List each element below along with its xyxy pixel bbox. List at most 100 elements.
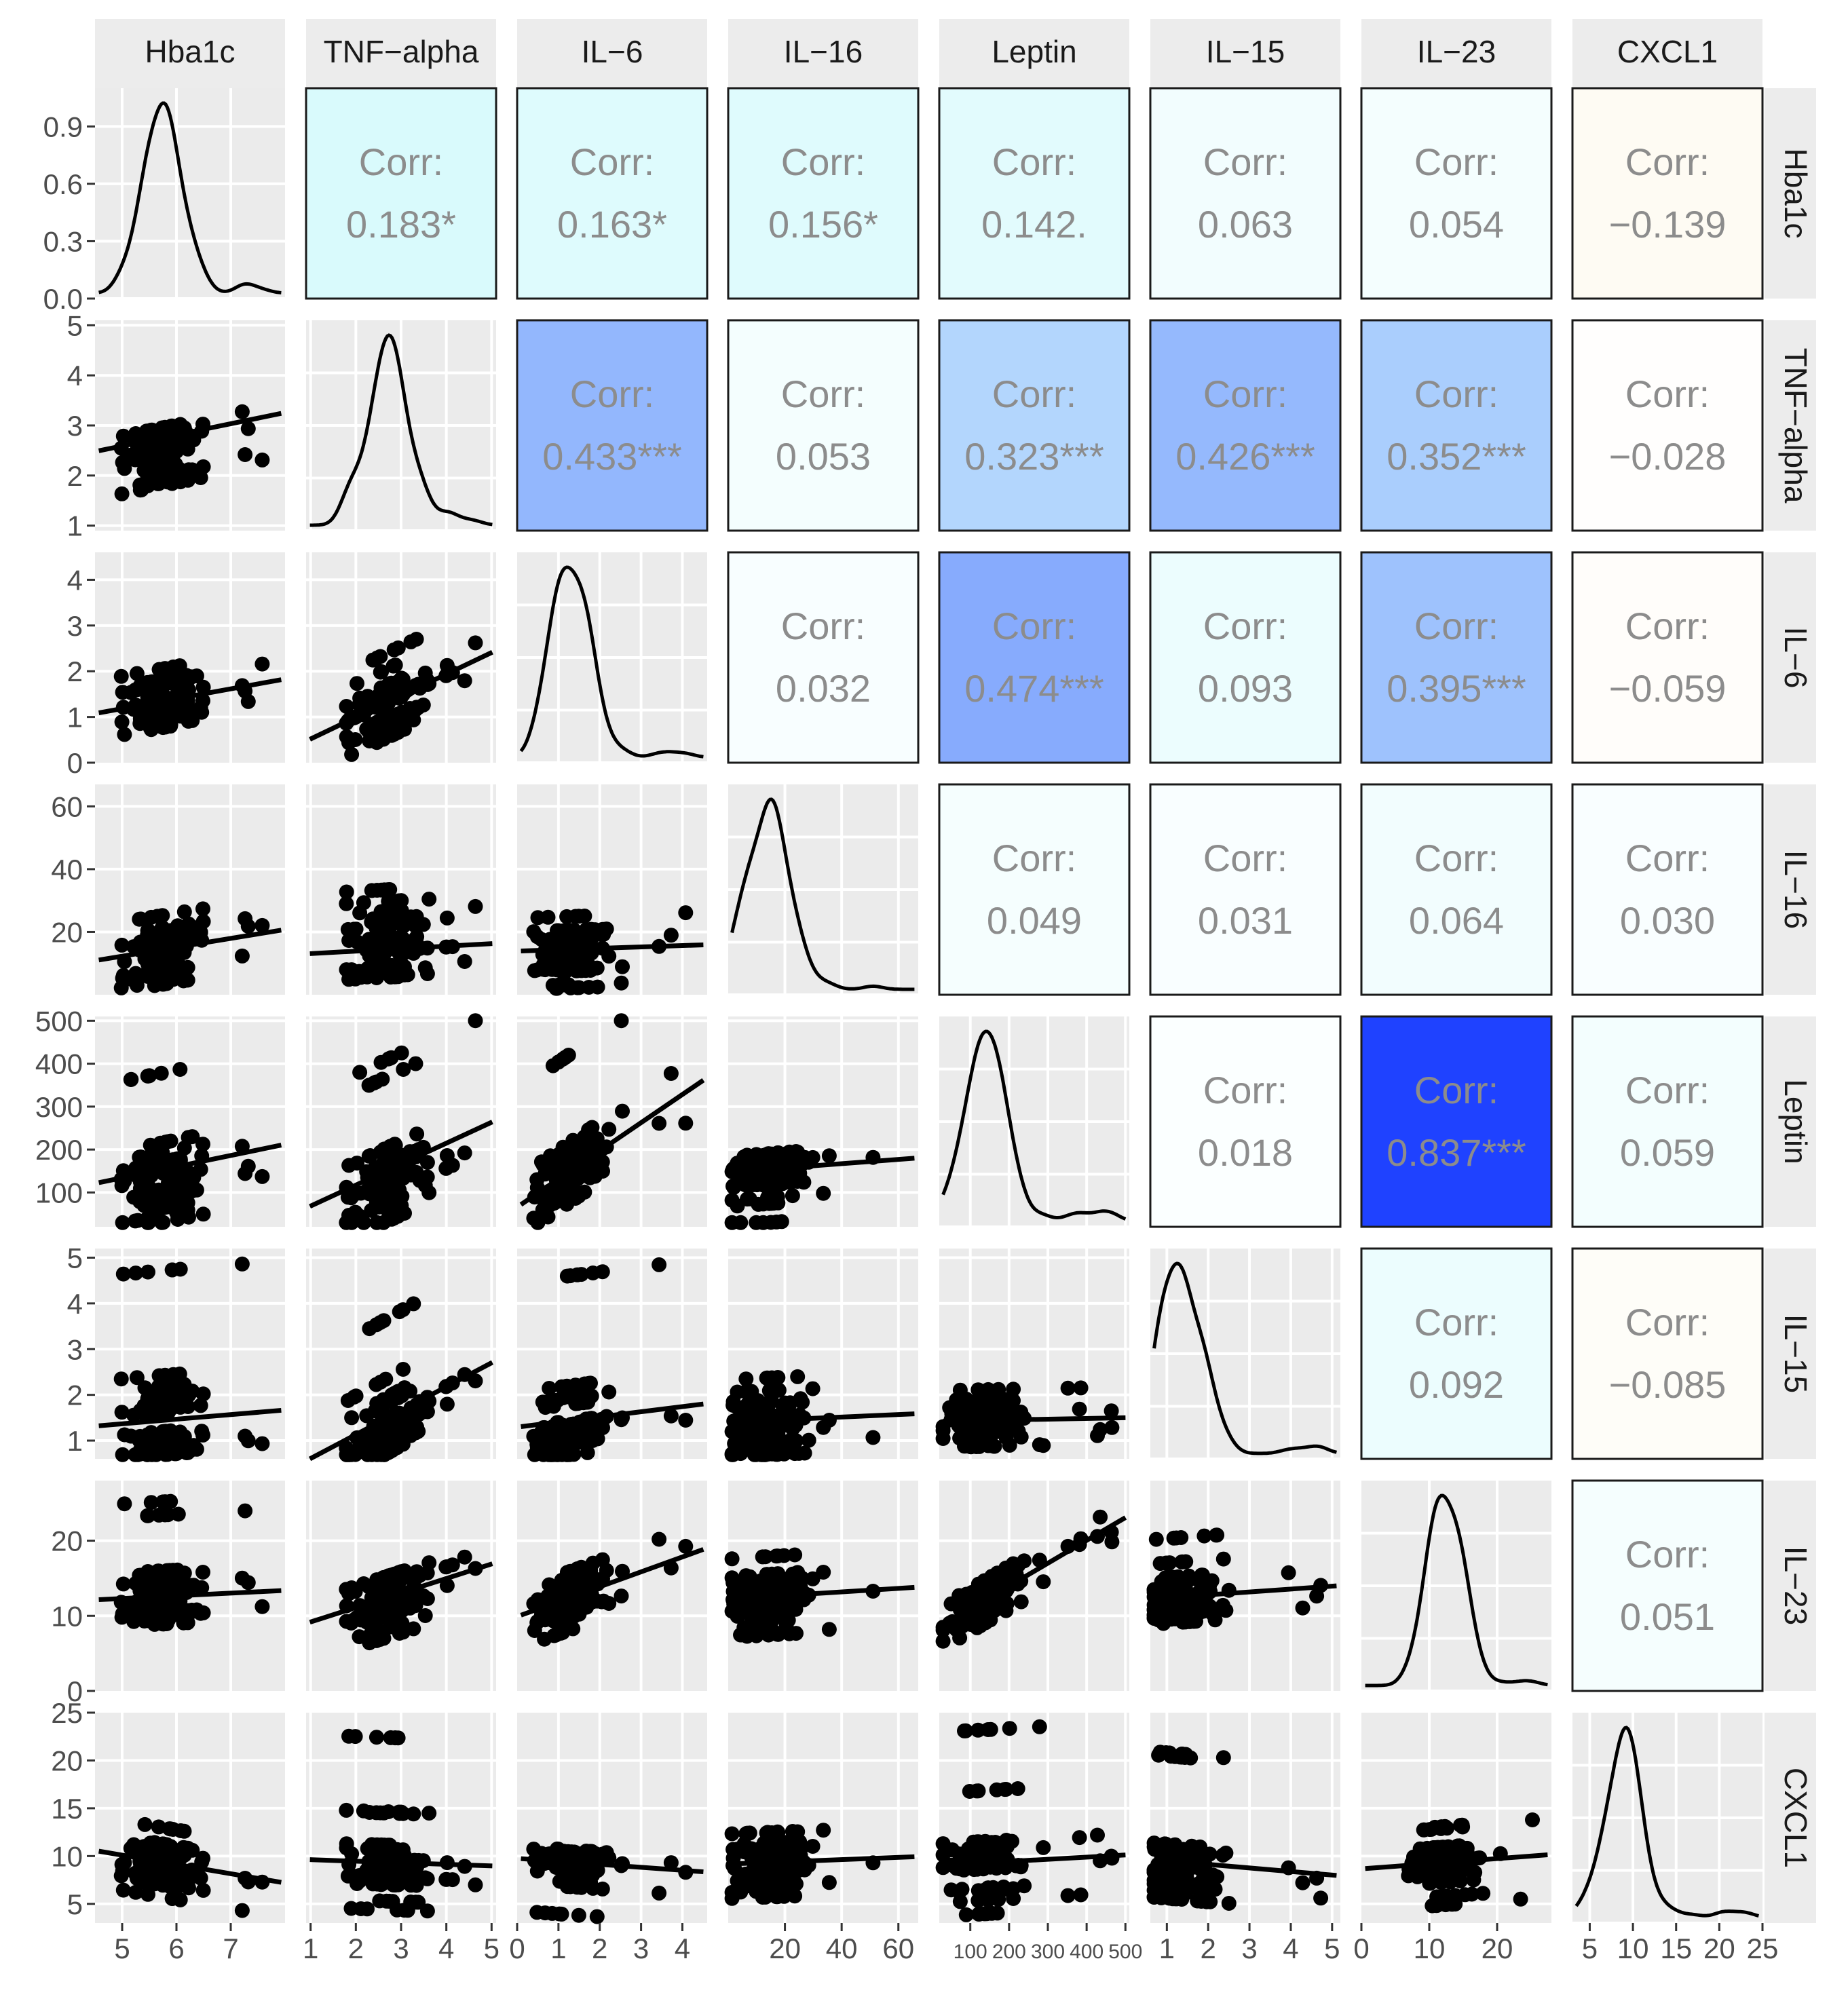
data-point [615, 1103, 630, 1119]
x-tick-label-cxcl1: 20 [1703, 1933, 1735, 1964]
data-point [419, 966, 435, 981]
corr-label: Corr: [1414, 837, 1498, 879]
data-point [254, 452, 270, 468]
data-point [958, 1907, 974, 1922]
data-point [392, 719, 407, 734]
data-point [865, 1430, 881, 1445]
y-tick-label-tnf-alpha: 5 [67, 309, 83, 341]
data-point [821, 1875, 837, 1890]
data-point [339, 699, 354, 714]
data-point [172, 474, 188, 490]
data-point [409, 1164, 424, 1180]
data-point [195, 1882, 211, 1898]
data-point [1036, 1438, 1051, 1453]
panel-il-16-leptin: Corr: 0.049 [938, 783, 1131, 996]
panel-hba1c-leptin: Corr: 0.142. [938, 87, 1131, 300]
data-point [724, 1890, 740, 1906]
data-point [147, 707, 162, 723]
data-point [986, 1603, 1002, 1618]
y-tick-label-leptin: 300 [35, 1091, 83, 1123]
data-point [1313, 1890, 1329, 1906]
data-point [158, 718, 174, 733]
data-point [787, 1547, 803, 1563]
data-point [254, 656, 270, 672]
data-point [1184, 1597, 1200, 1612]
data-point [406, 1296, 421, 1312]
data-point [376, 1631, 392, 1646]
data-point [339, 896, 354, 911]
data-point [124, 1841, 139, 1856]
data-point [128, 1213, 143, 1229]
x-tick-label-tnf-alpha: 1 [303, 1933, 318, 1964]
data-point [234, 1256, 250, 1272]
data-point [552, 1906, 567, 1922]
row-strip-il-6 [1765, 552, 1816, 763]
data-point [457, 1549, 472, 1565]
data-point [369, 735, 385, 750]
column-label-tnf-alpha: TNF−alpha [324, 34, 479, 69]
data-point [162, 1582, 177, 1597]
data-point [147, 1876, 162, 1892]
y-tick-label-hba1c: 0.9 [43, 111, 83, 142]
data-point [1180, 1842, 1195, 1857]
data-point [376, 1805, 392, 1821]
regression-line [521, 1401, 704, 1429]
corr-box [938, 319, 1131, 532]
y-tick-label-il-23: 10 [51, 1600, 83, 1632]
data-point [526, 924, 542, 940]
data-point [1177, 1750, 1192, 1765]
data-point [113, 668, 129, 684]
y-tick-label-tnf-alpha: 1 [67, 510, 83, 542]
panel-cxcl1-il-16 [724, 1713, 918, 1923]
data-point [386, 658, 402, 674]
data-point [417, 1608, 433, 1623]
data-point [761, 1153, 777, 1168]
data-point [1525, 1812, 1540, 1827]
data-point [966, 1430, 981, 1446]
data-point [552, 961, 567, 976]
corr-label: Corr: [1203, 1069, 1287, 1111]
corr-value: 0.426*** [1175, 435, 1315, 478]
data-point [352, 1065, 368, 1080]
data-point [157, 1182, 173, 1198]
y-tick-label-hba1c: 0.3 [43, 225, 83, 257]
corr-box [1571, 551, 1764, 764]
y-tick-label-cxcl1: 25 [51, 1697, 83, 1729]
corr-value: −0.139 [1609, 203, 1727, 246]
data-point [409, 1878, 424, 1893]
data-point [983, 1438, 998, 1453]
data-point [132, 1580, 148, 1596]
data-point [537, 1202, 552, 1217]
column-label-hba1c: Hba1c [145, 34, 235, 69]
data-point [140, 968, 155, 984]
data-point [785, 1566, 800, 1582]
panel-background [95, 88, 285, 299]
regression-line [98, 1848, 282, 1885]
data-point [408, 1056, 423, 1071]
scatter-points [526, 905, 694, 996]
corr-label: Corr: [1203, 605, 1287, 647]
data-point [984, 1905, 1000, 1921]
data-point [369, 1869, 384, 1885]
corr-box [1360, 551, 1553, 764]
panel-tnf-alpha-il-16: Corr: 0.053 [727, 319, 920, 532]
regression-line [732, 1156, 915, 1175]
corr-box [1571, 1479, 1764, 1692]
corr-label: Corr: [1414, 1301, 1498, 1344]
y-tick-label-il-15: 5 [67, 1242, 83, 1274]
data-point [115, 428, 131, 444]
regression-line [732, 1854, 915, 1867]
data-point [569, 963, 584, 978]
data-point [1179, 1575, 1194, 1591]
corr-label: Corr: [781, 373, 865, 415]
data-point [124, 1071, 139, 1087]
corr-value: 0.030 [1620, 899, 1715, 942]
corr-label: Corr: [1625, 1301, 1710, 1344]
data-point [114, 937, 130, 953]
density-curve-hba1c [98, 101, 282, 294]
corr-box [938, 87, 1131, 300]
data-point [778, 1395, 793, 1411]
x-tick-label-il-15: 1 [1159, 1933, 1175, 1964]
corr-label: Corr: [570, 140, 654, 183]
data-point [155, 1215, 171, 1230]
